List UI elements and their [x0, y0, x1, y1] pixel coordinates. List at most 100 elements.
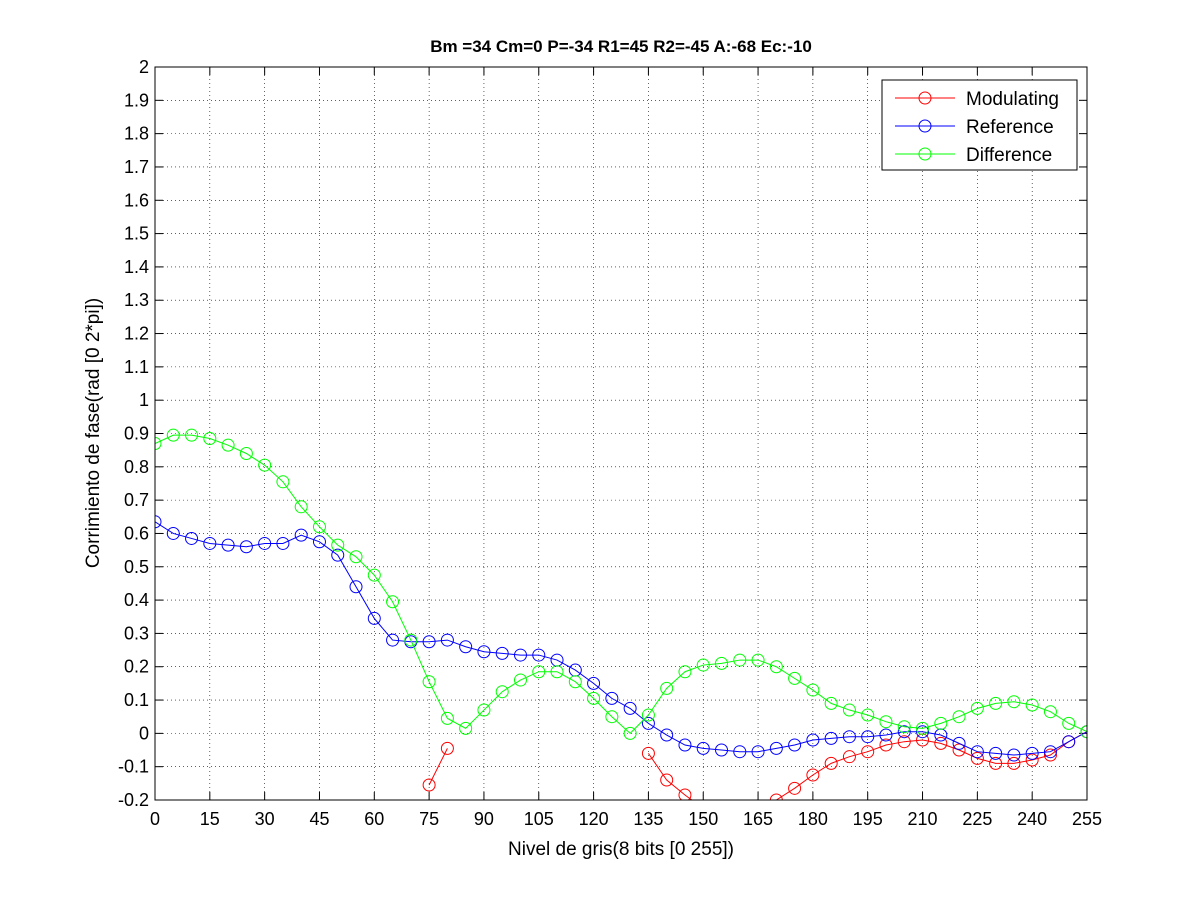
legend: Modulating Reference Difference — [881, 79, 1078, 171]
data-point-modulating — [422, 778, 436, 792]
data-point-reference — [641, 716, 655, 730]
data-point-difference — [861, 708, 875, 722]
series-reference — [155, 515, 1087, 762]
data-point-modulating — [660, 773, 674, 787]
data-point-reference — [221, 538, 235, 552]
data-point-reference — [155, 515, 162, 529]
legend-label-reference: Reference — [966, 117, 1054, 138]
data-point-reference — [495, 646, 509, 660]
data-point-reference — [989, 746, 1003, 760]
x-tick-label: 195 — [853, 809, 883, 829]
data-point-reference — [916, 725, 930, 739]
series-line-modulating — [647, 731, 1087, 800]
data-point-modulating — [641, 746, 655, 760]
x-tick-label: 60 — [364, 809, 384, 829]
x-tick-label: 30 — [255, 809, 275, 829]
y-tick-label: 2 — [139, 57, 149, 77]
data-point-reference — [824, 731, 838, 745]
data-point-reference — [276, 536, 290, 550]
x-tick-label: 165 — [743, 809, 773, 829]
x-tick-label: 150 — [688, 809, 718, 829]
data-point-difference — [733, 653, 747, 667]
data-point-difference — [879, 715, 893, 729]
data-point-difference — [404, 633, 418, 647]
data-point-difference — [459, 721, 473, 735]
data-point-modulating — [989, 756, 1003, 770]
data-point-reference — [331, 548, 345, 562]
data-point-difference — [532, 665, 546, 679]
data-point-modulating — [769, 793, 783, 800]
y-tick-label: 1.6 — [124, 190, 149, 210]
data-point-difference — [970, 701, 984, 715]
data-point-modulating — [678, 788, 692, 800]
y-tick-label: 1.8 — [124, 124, 149, 144]
data-point-reference — [239, 540, 253, 554]
data-point-difference — [1080, 725, 1087, 739]
y-tick-label: 0.1 — [124, 690, 149, 710]
y-tick-label: 1 — [139, 390, 149, 410]
y-tick-label: 1.3 — [124, 290, 149, 310]
data-point-difference — [203, 431, 217, 445]
data-point-difference — [495, 685, 509, 699]
x-tick-label: 75 — [419, 809, 439, 829]
data-point-difference — [897, 720, 911, 734]
x-tick-label: 45 — [309, 809, 329, 829]
y-tick-label: 0.7 — [124, 490, 149, 510]
data-point-reference — [1043, 745, 1057, 759]
series-line-modulating — [428, 748, 448, 786]
data-point-difference — [916, 721, 930, 735]
data-point-reference — [440, 633, 454, 647]
data-point-difference — [715, 656, 729, 670]
data-point-reference — [258, 536, 272, 550]
data-point-difference — [513, 673, 527, 687]
data-point-difference — [641, 708, 655, 722]
data-point-difference — [422, 675, 436, 689]
data-point-reference — [806, 733, 820, 747]
legend-box — [881, 79, 1078, 171]
series-line-difference — [155, 434, 1087, 735]
data-point-difference — [806, 683, 820, 697]
y-tick-label: 0.9 — [124, 424, 149, 444]
y-tick-label: 0.3 — [124, 623, 149, 643]
data-point-reference — [349, 580, 363, 594]
data-point-reference — [587, 676, 601, 690]
data-point-modulating — [824, 756, 838, 770]
data-point-reference — [605, 691, 619, 705]
data-point-difference — [367, 568, 381, 582]
data-point-difference — [294, 500, 308, 514]
y-tick-label: 1.7 — [124, 157, 149, 177]
data-point-modulating — [1043, 748, 1057, 762]
data-point-reference — [842, 730, 856, 744]
data-point-difference — [258, 458, 272, 472]
data-point-modulating — [1025, 753, 1039, 767]
data-point-difference — [842, 703, 856, 717]
x-tick-label: 255 — [1072, 809, 1102, 829]
data-point-modulating — [788, 781, 802, 795]
series-difference — [155, 428, 1087, 740]
data-point-modulating — [879, 738, 893, 752]
data-point-reference — [678, 738, 692, 752]
data-point-reference — [970, 745, 984, 759]
y-axis-label: Corrimiento de fase(rad [0 2*pi]) — [83, 298, 104, 568]
y-tick-label: 1.9 — [124, 90, 149, 110]
data-point-difference — [824, 696, 838, 710]
data-point-modulating — [934, 736, 948, 750]
series-clip — [155, 428, 1087, 800]
data-point-reference — [660, 728, 674, 742]
x-tick-label: 225 — [962, 809, 992, 829]
data-point-reference — [422, 635, 436, 649]
data-point-difference — [477, 703, 491, 717]
y-tick-label: 1.5 — [124, 224, 149, 244]
x-tick-label: 15 — [200, 809, 220, 829]
data-point-reference — [897, 725, 911, 739]
data-point-reference — [203, 536, 217, 550]
data-point-modulating — [970, 751, 984, 765]
data-point-modulating — [952, 743, 966, 757]
x-tick-label: 120 — [579, 809, 609, 829]
data-point-difference — [386, 595, 400, 609]
data-point-reference — [185, 531, 199, 545]
data-point-difference — [312, 520, 326, 534]
data-point-reference — [312, 535, 326, 549]
